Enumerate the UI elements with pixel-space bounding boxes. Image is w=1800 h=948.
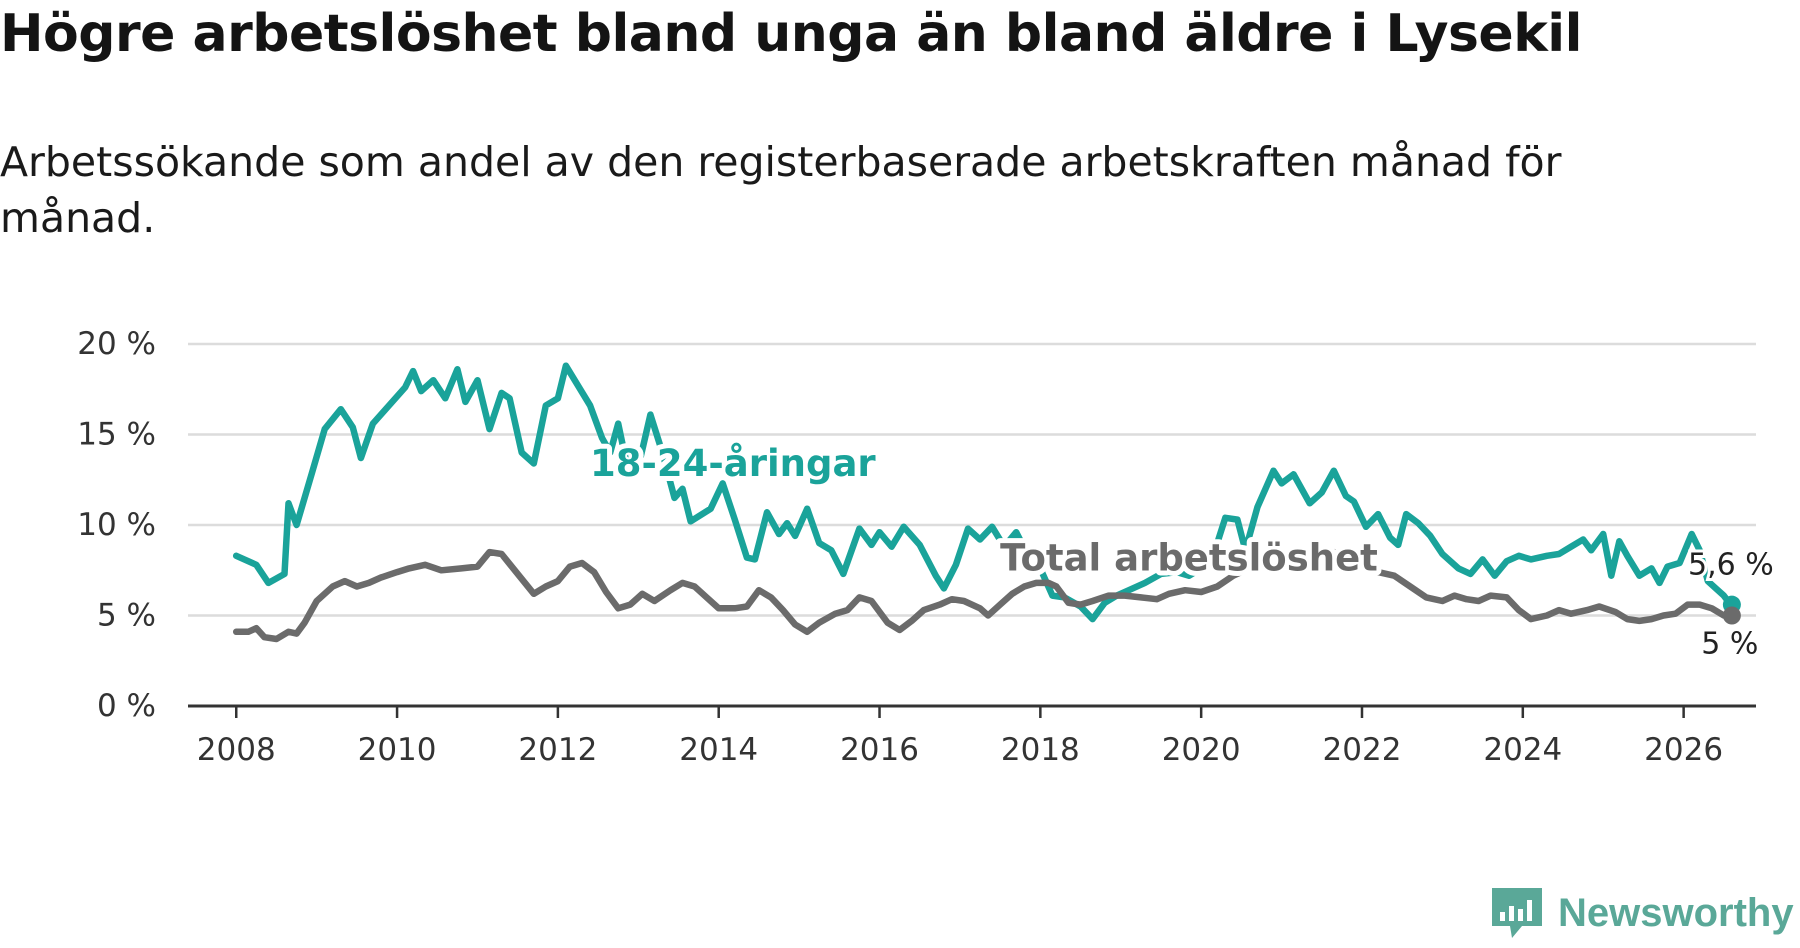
- gridlines: [188, 342, 1756, 617]
- y-tick-label: 5 %: [97, 598, 156, 634]
- x-tick-label: 2016: [840, 732, 919, 768]
- x-tick-label: 2020: [1162, 732, 1241, 768]
- series-line-1: [232, 547, 1736, 643]
- x-tick-label: 2026: [1644, 732, 1723, 768]
- series-annotation-0: 18-24-åringar: [590, 442, 876, 485]
- y-tick-label: 15 %: [77, 417, 156, 453]
- y-tick-label: 20 %: [77, 326, 156, 362]
- x-tick-label: 2018: [1001, 732, 1080, 768]
- x-tick-label: 2008: [197, 732, 276, 768]
- newsworthy-logo-text: Newsworthy: [1558, 891, 1794, 935]
- chart-subtitle: Arbetssökande som andel av den registerb…: [0, 138, 1562, 242]
- y-tick-label: 0 %: [97, 688, 156, 724]
- x-tick-label: 2012: [518, 732, 597, 768]
- series-line-0: [232, 362, 1736, 623]
- newsworthy-logo: Newsworthy: [1488, 886, 1794, 940]
- x-axis: 2008 2010 2012 2014 2016 2018 2020 2022 2024 2026: [188, 704, 1756, 768]
- newsworthy-logo-icon: [1492, 888, 1542, 938]
- end-label-youth: 5,6 %: [1688, 548, 1774, 583]
- chart-title: Högre arbetslöshet bland unga än bland ä…: [0, 4, 1582, 64]
- x-tick-label: 2024: [1483, 732, 1562, 768]
- series-end-point-1: [1722, 606, 1741, 625]
- y-tick-label: 10 %: [77, 507, 156, 543]
- x-tick-label: 2010: [358, 732, 437, 768]
- x-tick-label: 2022: [1323, 732, 1402, 768]
- end-label-total: 5 %: [1701, 627, 1758, 662]
- series-annotation-1: Total arbetslöshet: [1000, 536, 1378, 579]
- y-axis-ticks: 0 % 5 % 10 % 15 % 20 %: [77, 326, 156, 724]
- series-annotations: 18-24-åringar Total arbetslöshet: [585, 437, 1383, 584]
- x-tick-label: 2014: [679, 732, 758, 768]
- series-lines: 5,6 % 5 %: [232, 362, 1777, 665]
